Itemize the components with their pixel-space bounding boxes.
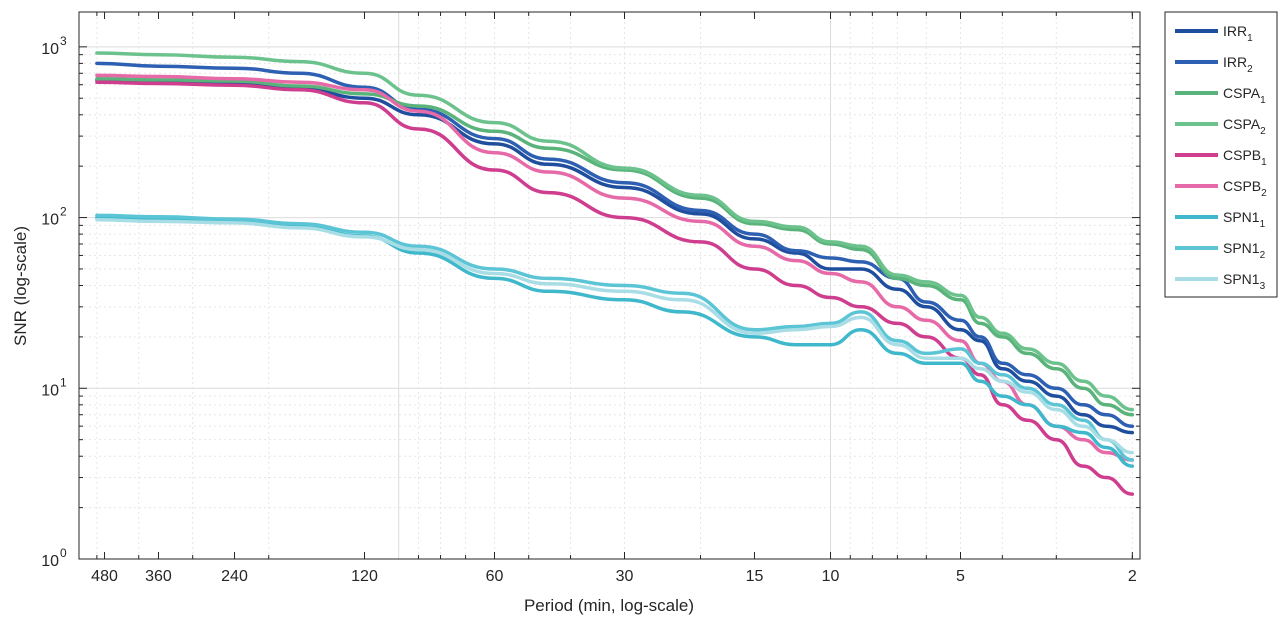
- legend-entry-label: IRR1: [1223, 23, 1253, 44]
- y-tick-label-exponent: 1: [60, 375, 67, 389]
- x-tick-label: 15: [746, 568, 764, 585]
- y-tick-label-exponent: 2: [60, 205, 67, 219]
- legend-entry-label: SPN11: [1223, 209, 1266, 230]
- legend-entry-label: CSPB2: [1223, 178, 1267, 199]
- legend-entry-label: SPN13: [1223, 271, 1266, 292]
- series-line-cspa-2: [95, 51, 1135, 412]
- series-line-irr-2: [95, 61, 1135, 428]
- series-lines: [95, 51, 1135, 496]
- y-tick-label: 10: [41, 553, 59, 570]
- series-line-cspa-1: [95, 77, 1135, 417]
- series-line-spn1-2: [95, 213, 1135, 462]
- x-tick-label: 10: [822, 568, 840, 585]
- y-tick-label-exponent: 3: [60, 34, 67, 48]
- axis-ticks: [79, 12, 1140, 560]
- y-tick-label: 10: [41, 41, 59, 58]
- y-axis-label: SNR (log-scale): [11, 226, 30, 346]
- series-line-spn1-3: [95, 218, 1135, 455]
- x-tick-label: 5: [956, 568, 965, 585]
- legend-entry-label: SPN12: [1223, 240, 1266, 261]
- y-tick-label-exponent: 0: [60, 546, 67, 560]
- x-tick-label: 30: [616, 568, 634, 585]
- legend: IRR1 IRR2 CSPA1 CSPA2 CSPB1 CSPB2 SPN11 SPN12 SP…: [1164, 11, 1278, 298]
- legend-entry-label: CSPB1: [1223, 147, 1267, 168]
- legend-entry-label: IRR2: [1223, 54, 1253, 75]
- x-tick-label: 240: [221, 568, 248, 585]
- x-tick-label: 2: [1128, 568, 1137, 585]
- x-tick-label: 120: [351, 568, 378, 585]
- series-line-irr-1: [95, 78, 1135, 435]
- y-tick-label: 10: [41, 382, 59, 399]
- x-tick-label: 480: [91, 568, 118, 585]
- series-line-cspb-1: [95, 80, 1135, 496]
- x-tick-label: 360: [145, 568, 172, 585]
- x-axis-label: Period (min, log-scale): [524, 596, 694, 615]
- legend-entry-label: CSPA1: [1223, 85, 1266, 106]
- y-tick-label: 10: [41, 212, 59, 229]
- legend-entry-label: CSPA2: [1223, 116, 1266, 137]
- series-line-cspb-2: [95, 73, 1135, 462]
- x-tick-labels: 480 360 240 120 60 30 15 10 5 2: [91, 568, 1137, 585]
- x-tick-label: 60: [486, 568, 504, 585]
